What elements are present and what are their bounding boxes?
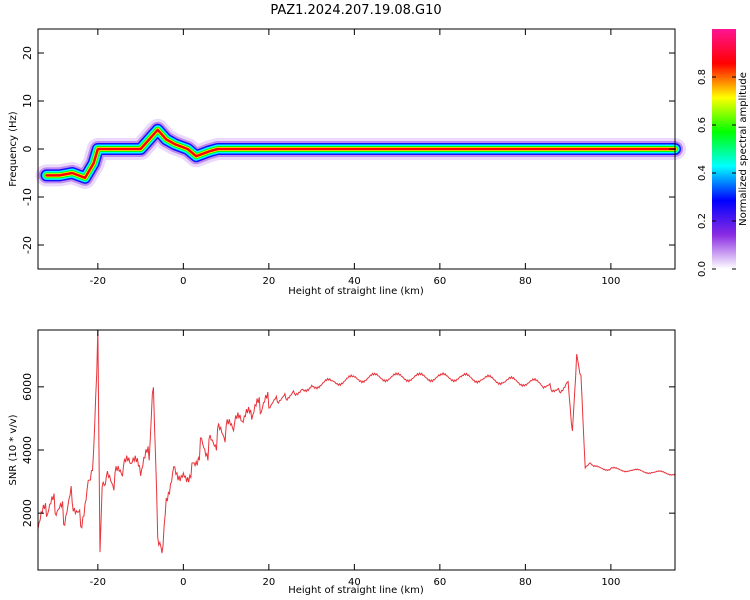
spectrogram-x-tick-label: 20 xyxy=(262,276,275,287)
snr-y-tick-label: 6000 xyxy=(21,373,34,401)
spectrogram-y-ticks: -20 -10 0 10 20 xyxy=(21,46,675,254)
snr-x-tick-label: 80 xyxy=(519,577,532,588)
snr-series-line xyxy=(38,330,675,554)
colorbar-tick-label: 0.4 xyxy=(697,165,708,181)
snr-x-tick-label: -20 xyxy=(90,577,106,588)
spectrogram-x-label: Height of straight line (km) xyxy=(288,286,424,297)
spectrogram-y-label: Frequency (Hz) xyxy=(8,111,19,187)
spectrogram-marks xyxy=(35,118,686,189)
spectrogram-panel: -20 0 20 40 60 80 100 -20 -10 0 10 20 Height of st… xyxy=(8,28,686,297)
snr-x-tick-label: 100 xyxy=(601,577,620,588)
snr-y-tick-label: 2000 xyxy=(21,499,34,527)
spectrogram-y-tick-label: -10 xyxy=(21,188,34,206)
spectrogram-x-tick-label: -20 xyxy=(90,276,106,287)
colorbar-tick-label: 0.0 xyxy=(697,261,708,277)
colorbar-ticks: 0.0 0.2 0.4 0.6 0.8 xyxy=(697,69,736,277)
colorbar-tick-label: 0.8 xyxy=(697,69,708,85)
snr-x-tick-label: 40 xyxy=(348,577,361,588)
spectrogram-y-tick-label: 0 xyxy=(21,146,34,153)
snr-marks xyxy=(38,330,675,554)
spectrogram-x-tick-label: 80 xyxy=(519,276,532,287)
spectrogram-x-tick-label: 60 xyxy=(433,276,446,287)
snr-y-tick-label: 4000 xyxy=(21,436,34,464)
colorbar-tick-label: 0.6 xyxy=(697,117,708,133)
snr-x-label: Height of straight line (km) xyxy=(288,585,424,596)
snr-y-ticks: 2000 4000 6000 xyxy=(21,373,675,527)
snr-panel: -20 0 20 40 60 80 100 2000 4000 6000 Height of s… xyxy=(8,329,676,596)
snr-x-ticks: -20 0 20 40 60 80 100 xyxy=(90,330,620,588)
spectrogram-y-tick-label: 20 xyxy=(21,46,34,60)
spectrogram-x-tick-label: 100 xyxy=(601,276,620,287)
snr-x-tick-label: 0 xyxy=(180,577,186,588)
colorbar-strip xyxy=(712,29,736,269)
colorbar-label: Normalized spectral amplitude xyxy=(738,72,749,226)
snr-x-tick-label: 20 xyxy=(262,577,275,588)
spectrogram-x-tick-label: 40 xyxy=(348,276,361,287)
colorbar-tick-label: 0.2 xyxy=(697,213,708,229)
spectrogram-band-layer xyxy=(45,128,677,180)
spectrogram-y-tick-label: 10 xyxy=(21,94,34,108)
colorbar: 0.0 0.2 0.4 0.6 0.8 Normalized spectral ampl… xyxy=(697,29,749,277)
snr-y-label: SNR (10 * v/v) xyxy=(8,414,19,485)
snr-x-tick-label: 60 xyxy=(433,577,446,588)
snr-plot-area xyxy=(38,330,675,570)
spectrogram-y-tick-label: -20 xyxy=(21,236,34,254)
spectrogram-x-ticks: -20 0 20 40 60 80 100 xyxy=(90,29,620,287)
spectrogram-x-tick-label: 0 xyxy=(180,276,186,287)
figure-title: PAZ1.2024.207.19.08.G10 xyxy=(270,3,441,18)
